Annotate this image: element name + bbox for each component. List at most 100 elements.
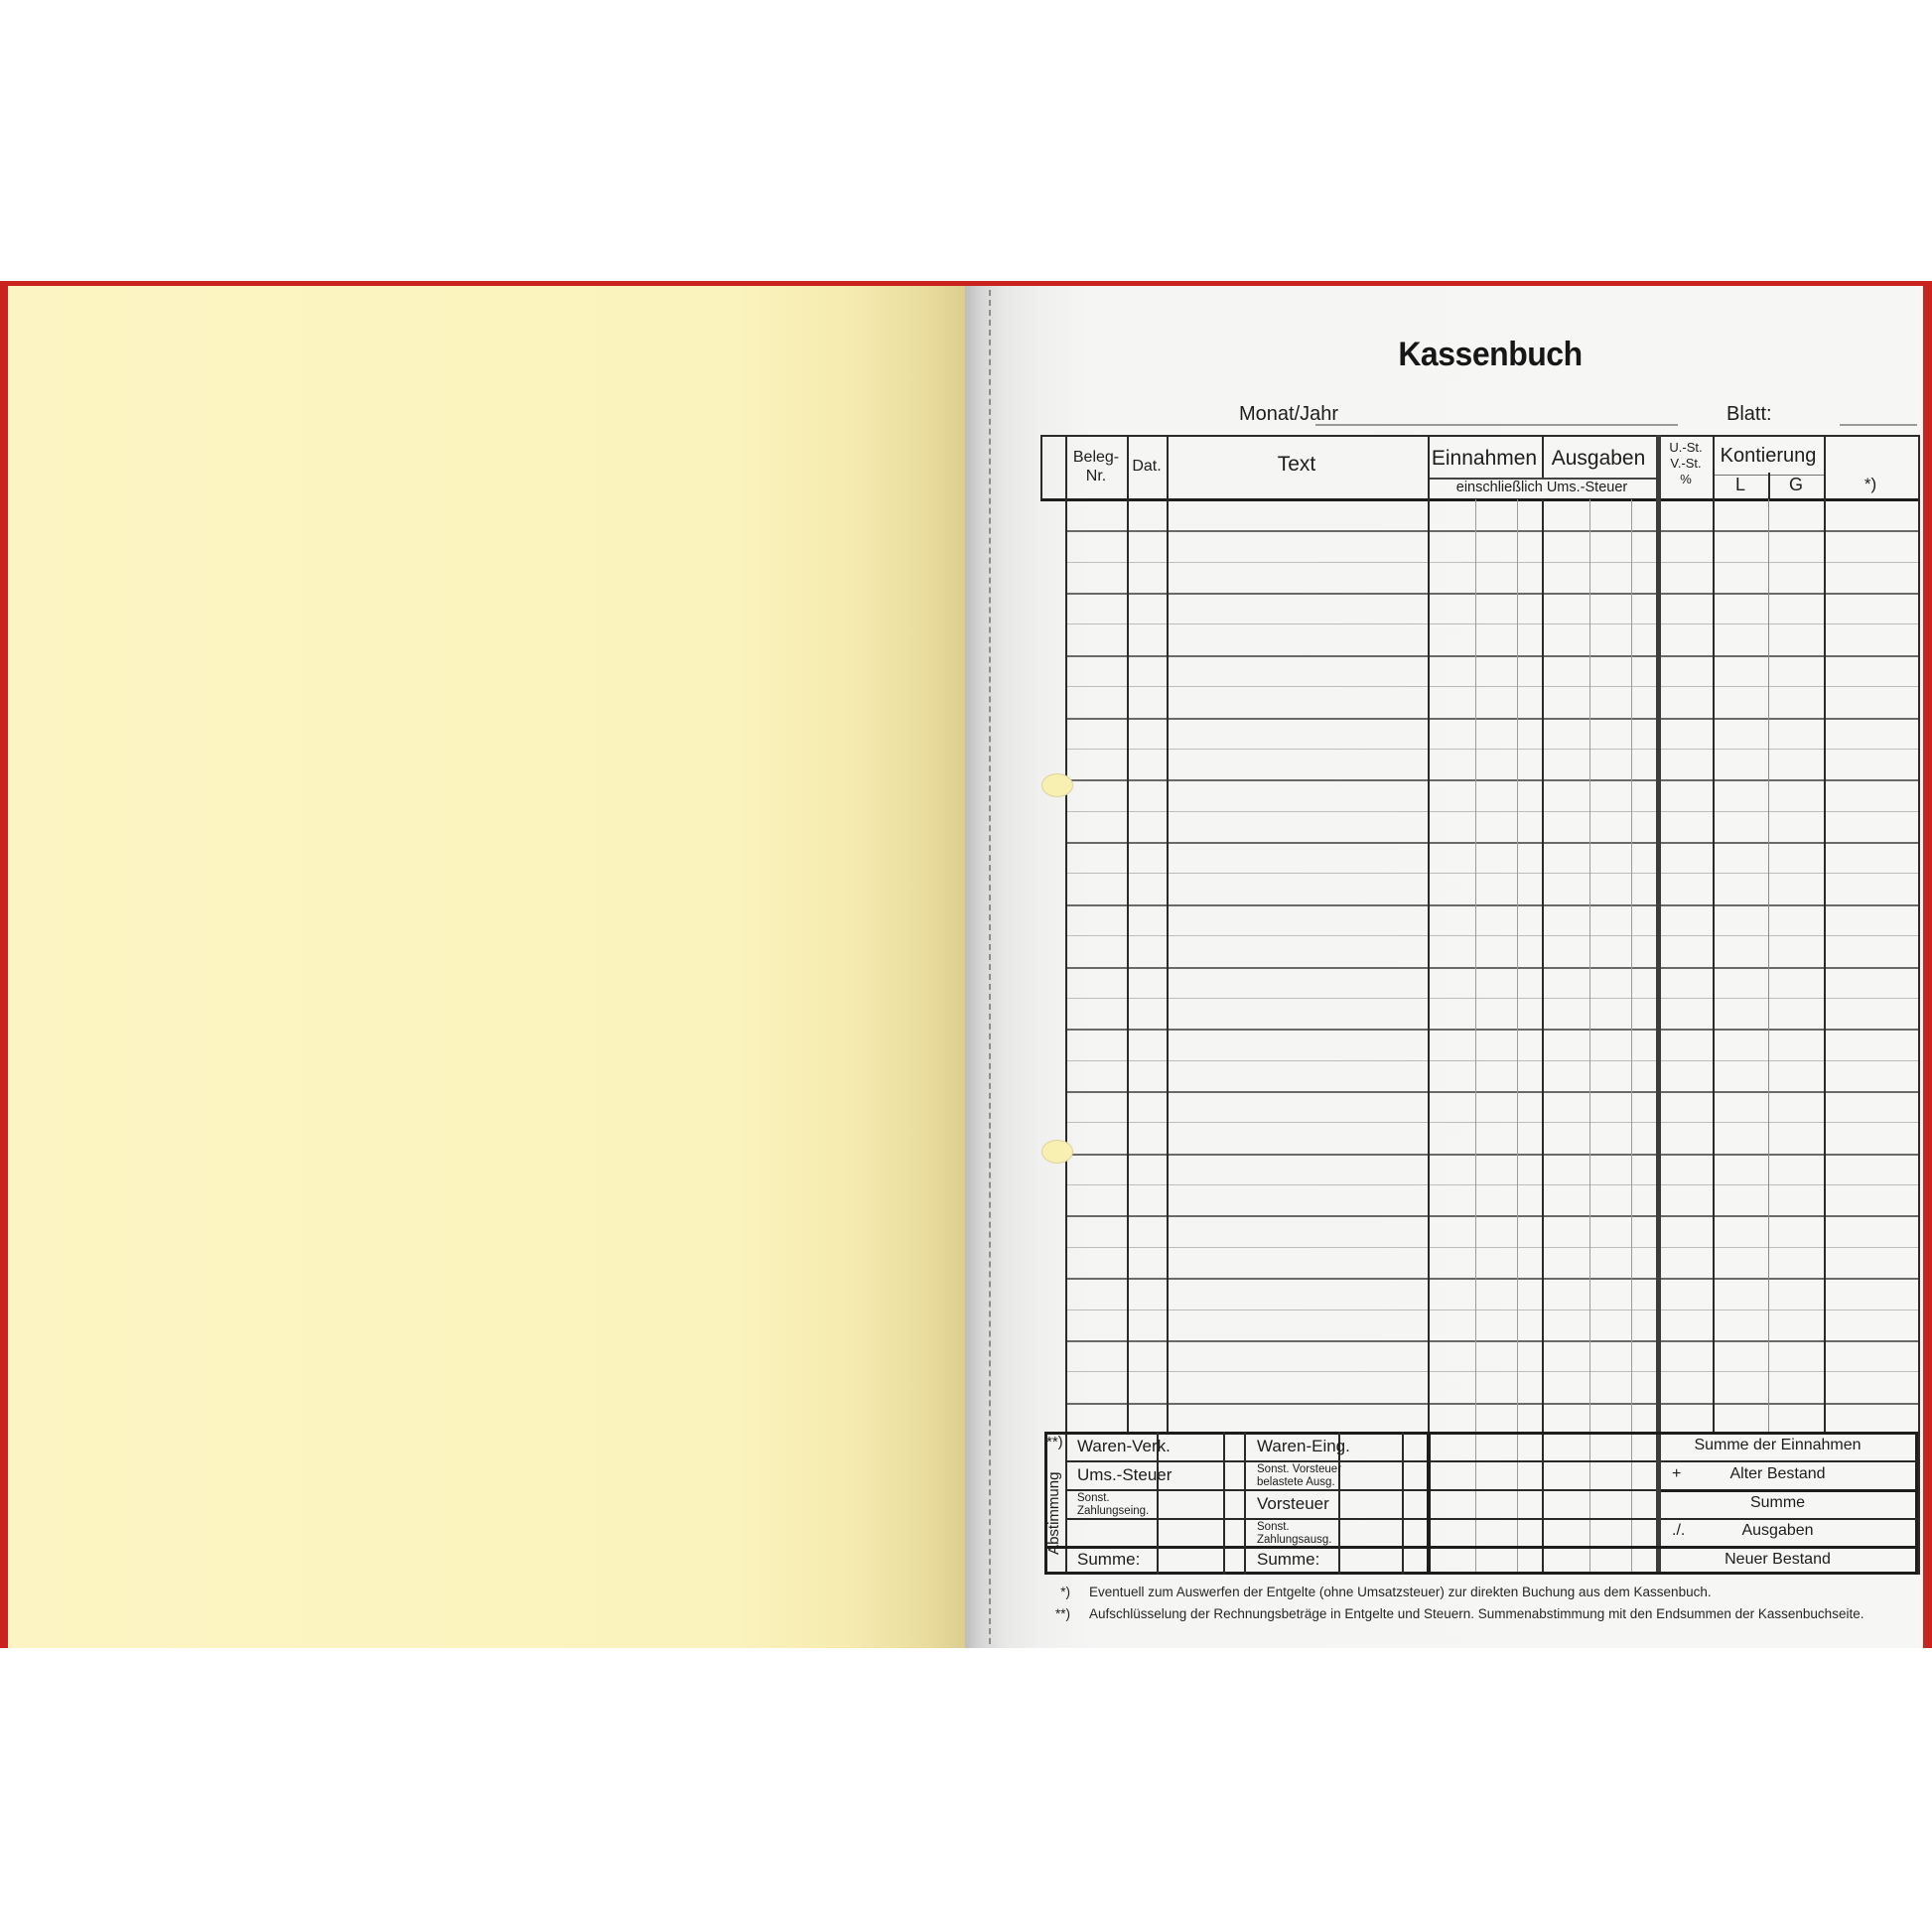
table-row-separator bbox=[1065, 1310, 1918, 1311]
abstimmung-summe-rule bbox=[1047, 1546, 1918, 1549]
ust-kontierung-rule bbox=[1713, 435, 1715, 1434]
summary-row-4-label: Ausgaben bbox=[1741, 1522, 1814, 1539]
abstimmung-block-border bbox=[1044, 1432, 1918, 1575]
table-row-separator bbox=[1065, 1122, 1918, 1123]
l-g-rule-header bbox=[1768, 473, 1770, 499]
punch-hole-bottom bbox=[1041, 1140, 1073, 1164]
col-header-einnahmen: Einnahmen bbox=[1431, 447, 1538, 470]
table-row-separator bbox=[1065, 1340, 1918, 1342]
table-row-separator bbox=[1065, 873, 1918, 874]
col-header-ust: U.-St. V.-St. % bbox=[1669, 440, 1703, 486]
summary-row-rule-3 bbox=[1661, 1518, 1918, 1520]
table-left-rule bbox=[1065, 435, 1067, 1575]
table-row-separator bbox=[1065, 655, 1918, 657]
table-row-separator bbox=[1065, 998, 1918, 999]
table-header-bottom-rule bbox=[1040, 498, 1918, 501]
table-row-separator bbox=[1065, 1091, 1918, 1093]
summary-row-5-label: Neuer Bestand bbox=[1725, 1551, 1831, 1568]
table-row-separator bbox=[1065, 811, 1918, 812]
thick-divider-rule bbox=[1656, 435, 1661, 1575]
table-row-separator bbox=[1065, 530, 1918, 532]
abstimmung-right-row-3: Vorsteuer bbox=[1257, 1494, 1329, 1513]
l-g-rule-body bbox=[1768, 499, 1769, 1434]
footnote-1-marker: *) bbox=[1060, 1585, 1070, 1599]
blatt-line bbox=[1840, 424, 1917, 426]
abstimmung-v-rule-4 bbox=[1338, 1432, 1340, 1575]
col-header-ausgaben: Ausgaben bbox=[1551, 447, 1646, 470]
monat-jahr-line bbox=[1315, 424, 1678, 426]
abstimmung-row-rule-1 bbox=[1065, 1460, 1656, 1462]
abstimmung-left-row-5: Summe: bbox=[1077, 1550, 1141, 1569]
text-einnahmen-rule bbox=[1428, 435, 1430, 1434]
table-row-separator bbox=[1065, 593, 1918, 595]
table-row-separator bbox=[1065, 904, 1918, 906]
table-right-rule bbox=[1918, 435, 1920, 1575]
col-subheader-kontierung-l: L bbox=[1734, 475, 1746, 494]
footnote-2-text: Aufschlüsselung der Rechnungsbeträge in … bbox=[1089, 1606, 1864, 1621]
cover-top-edge bbox=[0, 281, 1932, 287]
dat-text-rule bbox=[1167, 435, 1169, 1434]
col-header-beleg-nr: Beleg- Nr. bbox=[1072, 449, 1120, 484]
punch-hole-top bbox=[1041, 773, 1073, 797]
cover-left-edge bbox=[0, 286, 8, 1648]
abstimmung-rotated-label: Abstimmung bbox=[1044, 1471, 1062, 1555]
table-row-separator bbox=[1065, 842, 1918, 844]
table-row-separator bbox=[1065, 1154, 1918, 1156]
abstimmung-v-rule-5 bbox=[1402, 1432, 1404, 1575]
abstimmung-left-row-1: Waren-Verk. bbox=[1077, 1437, 1171, 1455]
yellow-copy-page bbox=[8, 286, 965, 1648]
abstimmung-marker: **) bbox=[1046, 1434, 1063, 1450]
abstimmung-v-rule-3 bbox=[1244, 1432, 1246, 1575]
header-left-outer-rule bbox=[1040, 435, 1042, 499]
abstimmung-right-row-2: Sonst. Vorsteuer belastete Ausg. bbox=[1257, 1463, 1342, 1488]
table-row-separator bbox=[1065, 1215, 1918, 1217]
table-row-separator bbox=[1065, 1371, 1918, 1372]
table-row-separator bbox=[1065, 1403, 1918, 1405]
amount-subheader-rule bbox=[1428, 478, 1656, 480]
table-row-separator bbox=[1065, 1184, 1918, 1185]
abstimmung-right-row-5: Summe: bbox=[1257, 1550, 1320, 1569]
table-row-separator bbox=[1065, 623, 1918, 624]
einnahmen-sub-rule-1 bbox=[1475, 499, 1476, 1575]
einnahmen-ausgaben-rule-body bbox=[1542, 499, 1544, 1575]
table-row-separator bbox=[1065, 967, 1918, 969]
col-header-dat: Dat. bbox=[1132, 458, 1162, 475]
table-row-separator bbox=[1065, 779, 1918, 781]
table-row-separator bbox=[1065, 1278, 1918, 1280]
abstimmung-row-rule-2 bbox=[1065, 1489, 1656, 1491]
beleg-dat-rule bbox=[1127, 435, 1129, 1434]
col-subheader-kontierung-g: G bbox=[1788, 475, 1804, 494]
summary-row-2-label: Alter Bestand bbox=[1729, 1465, 1826, 1482]
footnote-2-marker: **) bbox=[1054, 1606, 1070, 1621]
abstimmung-left-row-2: Ums.-Steuer bbox=[1077, 1465, 1173, 1484]
monat-jahr-label: Monat/Jahr bbox=[1239, 403, 1339, 425]
abstimmung-v-rule-2 bbox=[1223, 1432, 1225, 1575]
summary-row-rule-2 bbox=[1661, 1489, 1918, 1492]
table-row-separator bbox=[1065, 935, 1918, 936]
page-title: Kassenbuch bbox=[1398, 336, 1583, 373]
col-subheader-incl-ums-steuer: einschließlich Ums.-Steuer bbox=[1455, 480, 1628, 495]
abstimmung-right-row-1: Waren-Eing. bbox=[1257, 1437, 1350, 1455]
summary-row-3-label: Summe bbox=[1749, 1494, 1806, 1511]
table-row-separator bbox=[1065, 749, 1918, 750]
table-row-separator bbox=[1065, 1029, 1918, 1031]
col-header-star: *) bbox=[1863, 475, 1877, 493]
summary-row-4-symbol: ./. bbox=[1672, 1522, 1686, 1539]
summary-row-1-label: Summe der Einnahmen bbox=[1694, 1437, 1862, 1453]
col-header-kontierung: Kontierung bbox=[1720, 445, 1817, 467]
einnahmen-ausgaben-rule-header bbox=[1542, 435, 1544, 478]
table-header-top-rule bbox=[1040, 435, 1918, 437]
footnote-1-text: Eventuell zum Auswerfen der Entgelte (oh… bbox=[1089, 1585, 1712, 1599]
einnahmen-sub-rule-2 bbox=[1517, 499, 1518, 1575]
abstimmung-left-row-3: Sonst. Zahlungseing. bbox=[1077, 1492, 1150, 1517]
col-header-text: Text bbox=[1277, 453, 1316, 476]
cover-right-edge bbox=[1923, 286, 1932, 1648]
blatt-label: Blatt: bbox=[1726, 403, 1772, 425]
perforation-dashed-line bbox=[989, 290, 991, 1644]
abstimmung-thick-rule bbox=[1427, 1432, 1431, 1575]
ausgaben-sub-rule-1 bbox=[1589, 499, 1590, 1575]
table-row-separator bbox=[1065, 718, 1918, 720]
abstimmung-v-rule-1 bbox=[1157, 1432, 1159, 1575]
table-row-separator bbox=[1065, 562, 1918, 563]
